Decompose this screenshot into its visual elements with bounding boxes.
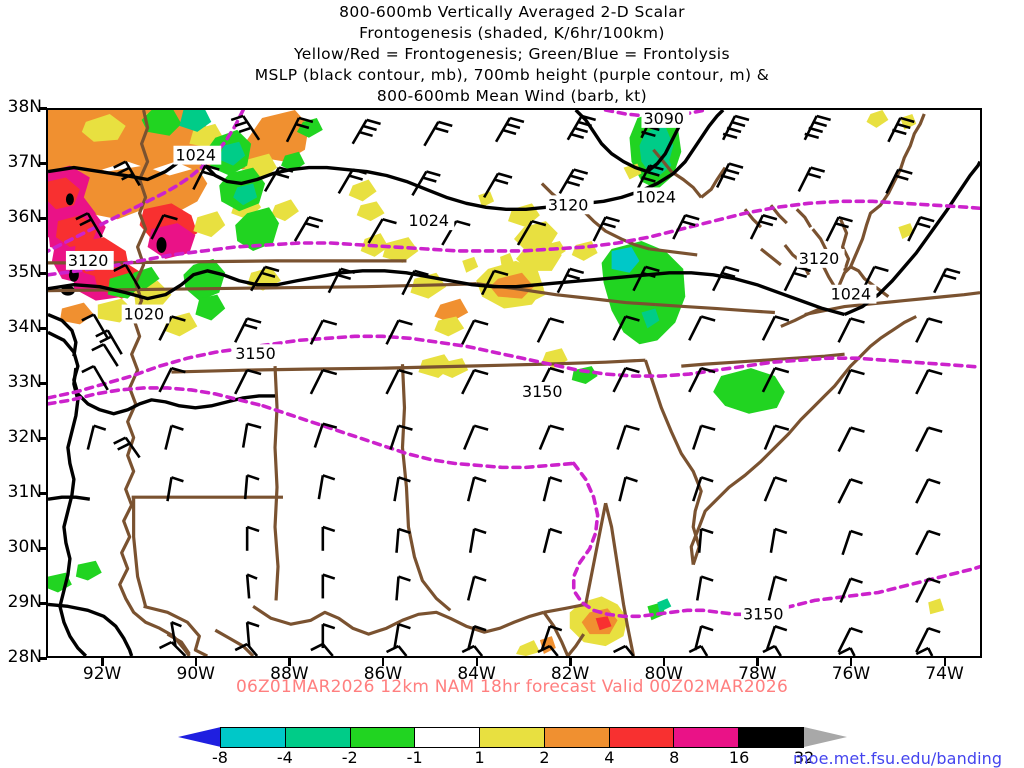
lon-tick-mark: [756, 658, 759, 666]
height-label: 3120: [799, 249, 840, 268]
colorbar-tick-label: 4: [604, 748, 615, 767]
colorbar-swatch: [609, 728, 675, 747]
title-line-4: MSLP (black contour, mb), 700mb height (…: [254, 66, 770, 84]
colorbar-swatch: [544, 728, 610, 747]
state-boundaries: [48, 110, 980, 656]
forecast-caption: 06Z01MAR2026 12km NAM 18hr forecast Vali…: [236, 677, 788, 697]
colorbar-tick-label: 8: [669, 748, 680, 767]
source-watermark: moe.met.fsu.edu/banding: [793, 749, 1003, 768]
lat-tick-label: 31N: [7, 482, 42, 502]
lon-tick-mark: [662, 658, 666, 666]
lat-tick-label: 33N: [7, 372, 42, 392]
title-line-3: Yellow/Red = Frontogenesis; Green/Blue =…: [294, 45, 730, 63]
height-label: 3090: [643, 110, 684, 128]
lon-tick-mark: [849, 658, 853, 666]
colorbar-tick-label: -4: [276, 748, 293, 767]
colorbar-left-arrow: [178, 727, 221, 747]
colorbar-swatch: [221, 728, 286, 747]
title-line-1: 800-600mb Vertically Averaged 2-D Scalar: [339, 3, 685, 21]
colorbar-swatch: [350, 728, 416, 747]
map-canvas: 1024 1024 1024 1024 1020 3090 3120: [48, 110, 980, 656]
height-contours: [48, 110, 980, 619]
colorbar-tick-labels: -8 -4 -2 -1 1 2 4 8 16 32: [178, 748, 846, 768]
mslp-label: 1020: [124, 304, 165, 323]
lon-tick-mark: [943, 658, 947, 666]
mslp-label: 1024: [635, 187, 676, 206]
frontogenesis-shading: [48, 110, 945, 656]
page-title: 800-600mb Vertically Averaged 2-D Scalar…: [0, 2, 1024, 107]
mslp-label: 1024: [831, 285, 872, 304]
colorbar-swatch: [285, 728, 351, 747]
colorbar-swatch: [480, 728, 545, 747]
colorbar-tick-label: 1: [474, 748, 485, 767]
colorbar-tick-label: 2: [539, 748, 550, 767]
lat-tick-label: 32N: [7, 427, 42, 447]
colorbar-right-arrow: [804, 727, 847, 747]
height-label: 3120: [68, 251, 109, 270]
lat-tick-label: 35N: [7, 262, 42, 282]
mslp-label: 1024: [175, 146, 216, 165]
colorbar-tick-label: -1: [406, 748, 423, 767]
lat-tick-label: 30N: [7, 537, 42, 557]
colorbar-blocks: [220, 727, 804, 748]
colorbar-tick-label: 32: [793, 748, 815, 767]
colorbar-swatch: [674, 728, 740, 747]
lat-tick-label: 28N: [7, 647, 42, 667]
lat-tick-label: 36N: [7, 207, 42, 227]
colorbar-tick-label: -2: [341, 748, 358, 767]
lon-tick-mark: [569, 658, 572, 666]
colorbar-tick-label: -8: [212, 748, 228, 767]
lat-tick-label: 34N: [7, 317, 42, 337]
contour-labels: 1024 1024 1024 1024 1020 3090 3120: [65, 110, 877, 623]
mslp-label: 1024: [408, 211, 449, 230]
mslp-contours: [48, 110, 980, 656]
wind-barbs: [75, 112, 961, 656]
lat-tick-label: 37N: [7, 152, 42, 172]
colorbar-swatch: [415, 728, 481, 747]
lon-tick-mark: [194, 658, 198, 666]
lon-tick-mark: [475, 658, 479, 666]
colorbar-tick-label: 16: [728, 748, 750, 767]
map-plot-area: 1024 1024 1024 1024 1020 3090 3120: [46, 108, 982, 658]
title-line-2: Frontogenesis (shaded, K/6hr/100km): [359, 24, 665, 42]
colorbar[interactable]: [178, 727, 847, 748]
height-label: 3120: [548, 195, 589, 214]
lon-tick-mark: [288, 658, 291, 666]
title-line-5: 800-600mb Mean Wind (barb, kt): [376, 87, 648, 105]
lon-tick-mark: [381, 658, 385, 666]
height-label: 3150: [235, 344, 276, 363]
height-label: 3150: [522, 382, 563, 401]
lon-tick-mark: [101, 658, 104, 666]
height-label: 3150: [743, 604, 784, 623]
colorbar-swatch: [739, 728, 804, 747]
lat-tick-label: 29N: [7, 592, 42, 612]
